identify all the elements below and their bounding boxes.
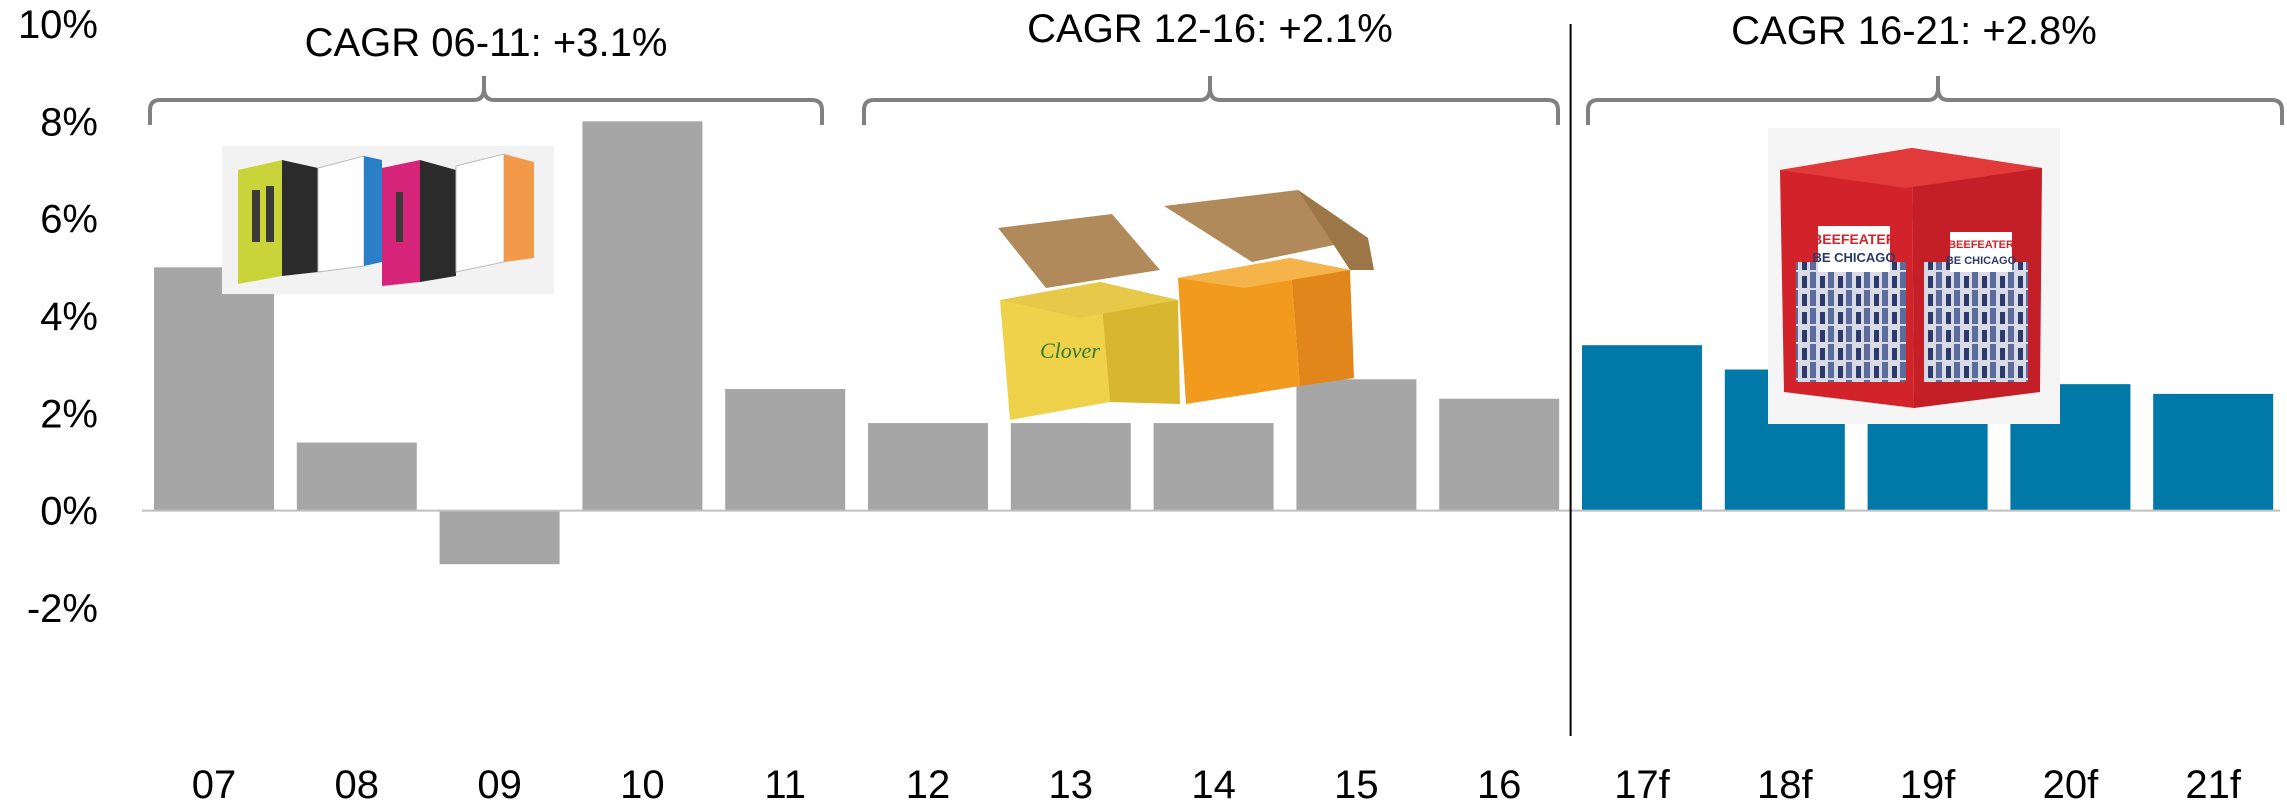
x-category-label: 12 xyxy=(906,763,951,807)
bar xyxy=(1439,398,1560,511)
svg-text:BE CHICAGO: BE CHICAGO xyxy=(1946,255,2017,267)
bar xyxy=(154,267,274,511)
y-tick-label: -2% xyxy=(27,587,98,631)
y-tick-label: 4% xyxy=(40,295,98,339)
cagr-annotation-1: CAGR 06-11: +3.1% xyxy=(305,21,668,65)
cagr-bracket-1 xyxy=(148,76,824,125)
x-category-label: 08 xyxy=(335,763,380,807)
svg-text:BE CHICAGO: BE CHICAGO xyxy=(1812,250,1895,265)
x-category-label: 13 xyxy=(1049,763,1094,807)
x-category-label: 15 xyxy=(1334,763,1379,807)
x-category-label: 14 xyxy=(1191,763,1236,807)
y-tick-label: 0% xyxy=(40,490,98,534)
x-category-label: 19f xyxy=(1900,763,1956,807)
cagr-annotation-2: CAGR 12-16: +2.1% xyxy=(1027,7,1393,51)
x-category-label: 16 xyxy=(1477,763,1522,807)
bar xyxy=(296,442,417,511)
y-tick-label: 6% xyxy=(40,198,98,242)
x-category-label: 21f xyxy=(2185,763,2241,807)
x-category-label: 18f xyxy=(1757,763,1813,807)
svg-text:Clover: Clover xyxy=(1040,338,1100,363)
x-category-label: 07 xyxy=(192,763,237,807)
y-tick-label: 2% xyxy=(40,392,98,436)
bar xyxy=(1153,423,1274,511)
y-axis-tick-labels: 10% 8% 6% 4% 2% 0% -2% xyxy=(18,3,98,631)
x-category-label: 17f xyxy=(1614,763,1670,807)
y-tick-label: 8% xyxy=(40,100,98,144)
x-category-label: 10 xyxy=(620,763,665,807)
x-category-label: 09 xyxy=(477,763,522,807)
bar xyxy=(725,389,846,511)
beefeater-chicago-gin-box-icon: BEEFEATER BE CHICAGO BEEFEATER BE CHICAG… xyxy=(1768,128,2060,424)
bars xyxy=(154,121,2274,565)
y-tick-label: 10% xyxy=(18,3,98,47)
bar xyxy=(1582,345,1702,511)
bar xyxy=(439,510,560,565)
x-category-label: 11 xyxy=(764,763,806,807)
x-category-label: 20f xyxy=(2043,763,2099,807)
cagr-bracket-3 xyxy=(1586,76,2284,125)
cagr-annotation-3: CAGR 16-21: +2.8% xyxy=(1731,9,2097,53)
cagr-bracket-2 xyxy=(862,76,1560,125)
svg-text:BEEFEATER: BEEFEATER xyxy=(1948,239,2014,251)
x-axis-category-labels: 07 08 09 10 11 12 13 14 15 16 17f 18f 19f 20f 21f xyxy=(192,763,2242,807)
bar xyxy=(868,423,988,511)
bar xyxy=(582,121,703,511)
bar xyxy=(2153,393,2274,511)
open-cardboard-food-boxes-icon: Clover xyxy=(998,190,1374,420)
bar xyxy=(1010,423,1131,511)
wine-box-multipack-icon xyxy=(222,146,554,294)
bar xyxy=(1296,379,1417,511)
svg-text:BEEFEATER: BEEFEATER xyxy=(1812,231,1896,247)
